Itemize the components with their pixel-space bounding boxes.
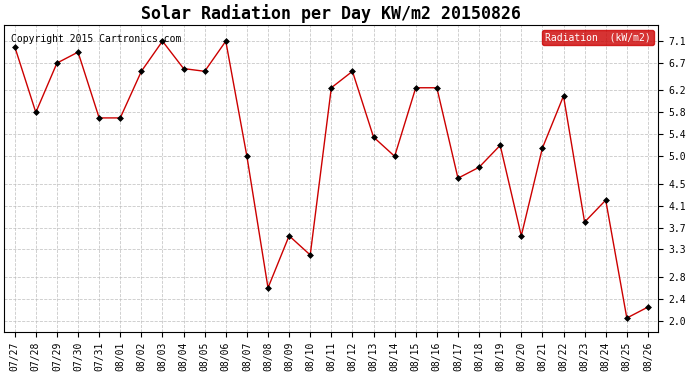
Legend: Radiation  (kW/m2): Radiation (kW/m2) [542,30,653,45]
Text: Copyright 2015 Cartronics.com: Copyright 2015 Cartronics.com [11,34,181,44]
Title: Solar Radiation per Day KW/m2 20150826: Solar Radiation per Day KW/m2 20150826 [141,4,522,23]
